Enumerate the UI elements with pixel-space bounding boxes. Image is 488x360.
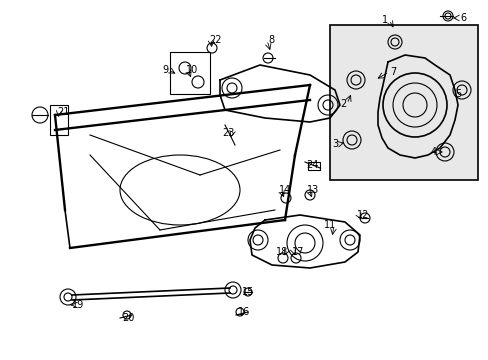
Bar [50,105,68,135]
Text: 1: 1 [381,15,387,25]
Text: 13: 13 [306,185,319,195]
Text: 5: 5 [454,89,460,99]
Bar [170,52,209,94]
Text: 7: 7 [389,67,395,77]
Text: 19: 19 [72,300,84,310]
Text: 22: 22 [208,35,221,45]
Text: 24: 24 [305,160,318,170]
Text: 12: 12 [356,210,368,220]
Text: 3: 3 [331,139,337,149]
Text: 15: 15 [242,287,254,297]
Text: 9: 9 [162,65,168,75]
Text: 20: 20 [122,313,134,323]
Text: 8: 8 [267,35,273,45]
Text: 6: 6 [459,13,465,23]
Bar [329,25,477,180]
Text: 4: 4 [430,147,436,157]
Text: 14: 14 [278,185,290,195]
Text: 11: 11 [323,220,335,230]
Text: 18: 18 [275,247,287,257]
Text: 10: 10 [185,65,198,75]
Text: 23: 23 [222,128,234,138]
Text: 2: 2 [339,99,346,109]
Bar [307,162,319,170]
Text: 21: 21 [57,107,69,117]
Text: 16: 16 [237,307,250,317]
Text: 17: 17 [291,247,304,257]
